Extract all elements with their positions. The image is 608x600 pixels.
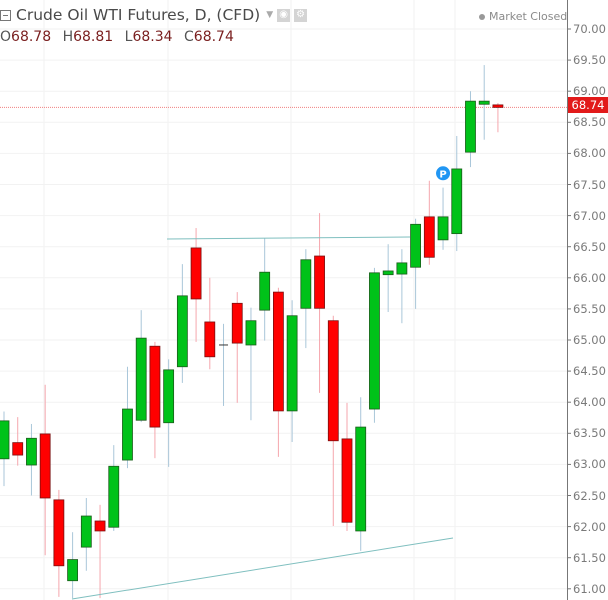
candle-down (149, 345, 161, 428)
rising-trendline (71, 537, 454, 600)
price-tick-label: 65.50 (573, 301, 606, 316)
candle-down (94, 520, 106, 532)
high-label: H (62, 29, 74, 45)
candle-down (492, 104, 504, 108)
candle-up (176, 295, 188, 368)
price-tick-label: 61.00 (573, 581, 606, 596)
candle-up (286, 315, 298, 412)
candle-up (135, 337, 147, 421)
symbol-title[interactable]: Crude Oil WTI Futures, D, (CFD) (16, 6, 261, 24)
candle-up (108, 465, 120, 528)
chart-legend: Crude Oil WTI Futures, D, (CFD) ▼ ◉ ⚙ (0, 6, 308, 24)
marker-p-label: P (439, 169, 446, 180)
candle-up (437, 216, 449, 241)
price-tick-label: 68.00 (573, 146, 606, 161)
eye-icon[interactable]: ◉ (277, 8, 291, 22)
candle-down (327, 320, 339, 442)
marker-p-icon (436, 166, 451, 181)
open-value: 68.78 (11, 29, 52, 45)
price-tick-label: 66.00 (573, 270, 606, 285)
candle-up (259, 271, 271, 311)
candle-down (231, 302, 243, 344)
candle-down (53, 499, 65, 567)
price-tick-label: 69.00 (573, 84, 606, 99)
candle-down (39, 433, 51, 499)
candle-down (314, 255, 325, 309)
price-tick-label: 61.50 (573, 550, 606, 565)
candle-up (245, 320, 257, 346)
candle-up (122, 408, 133, 461)
candle-down (190, 247, 202, 300)
candle-down (204, 321, 216, 358)
price-tick-label: 64.00 (573, 395, 606, 410)
candle-down (12, 442, 24, 456)
price-tick-label: 62.50 (573, 488, 606, 503)
price-tick-label: 70.00 (573, 22, 606, 36)
collapse-icon[interactable] (0, 9, 11, 21)
price-tick-label: 65.00 (573, 333, 606, 347)
price-tick-label: 69.50 (573, 53, 606, 68)
candle-up (80, 515, 92, 548)
candle-up (163, 369, 175, 424)
candle-up (67, 559, 78, 582)
candle-up (451, 168, 463, 235)
candle-up (396, 262, 408, 275)
close-label: C (184, 29, 194, 45)
price-tick-label: 63.00 (573, 457, 606, 472)
candle-up (382, 270, 394, 276)
ohlc-values: O68.78 H68.81 L68.34 C68.74 (0, 29, 241, 45)
candle-up (26, 437, 37, 466)
gear-icon[interactable]: ⚙ (294, 8, 308, 22)
candle-up (369, 272, 380, 410)
candle-up (410, 223, 422, 268)
candle-down (341, 438, 353, 523)
candle-down (272, 291, 284, 412)
price-tick-label: 63.50 (573, 426, 606, 441)
low-label: L (124, 29, 133, 45)
candle-up (465, 100, 476, 153)
low-value: 68.34 (132, 29, 173, 45)
price-tick-label: 67.00 (573, 208, 606, 223)
status-dot-icon (479, 13, 485, 20)
price-tick-label: 67.50 (573, 177, 606, 192)
market-status: Market Closed (479, 10, 567, 23)
price-tick-label: 68.50 (573, 115, 606, 130)
horizontal-trendline (166, 236, 411, 240)
high-value: 68.81 (73, 29, 114, 45)
price-tick-label: 64.50 (573, 364, 606, 379)
price-tick-label: 62.00 (573, 519, 606, 534)
caret-down-icon[interactable]: ▼ (266, 10, 274, 20)
candle-up (300, 259, 312, 309)
open-label: O (0, 29, 12, 45)
last-price-label: 68.74 (568, 97, 608, 113)
market-status-text: Market Closed (489, 10, 568, 23)
candle-up (0, 420, 10, 460)
candle-down (423, 216, 435, 258)
price-tick-label: 66.50 (573, 239, 606, 254)
candle-up (478, 100, 490, 105)
candle-up (355, 426, 367, 532)
close-value: 68.74 (193, 29, 234, 45)
